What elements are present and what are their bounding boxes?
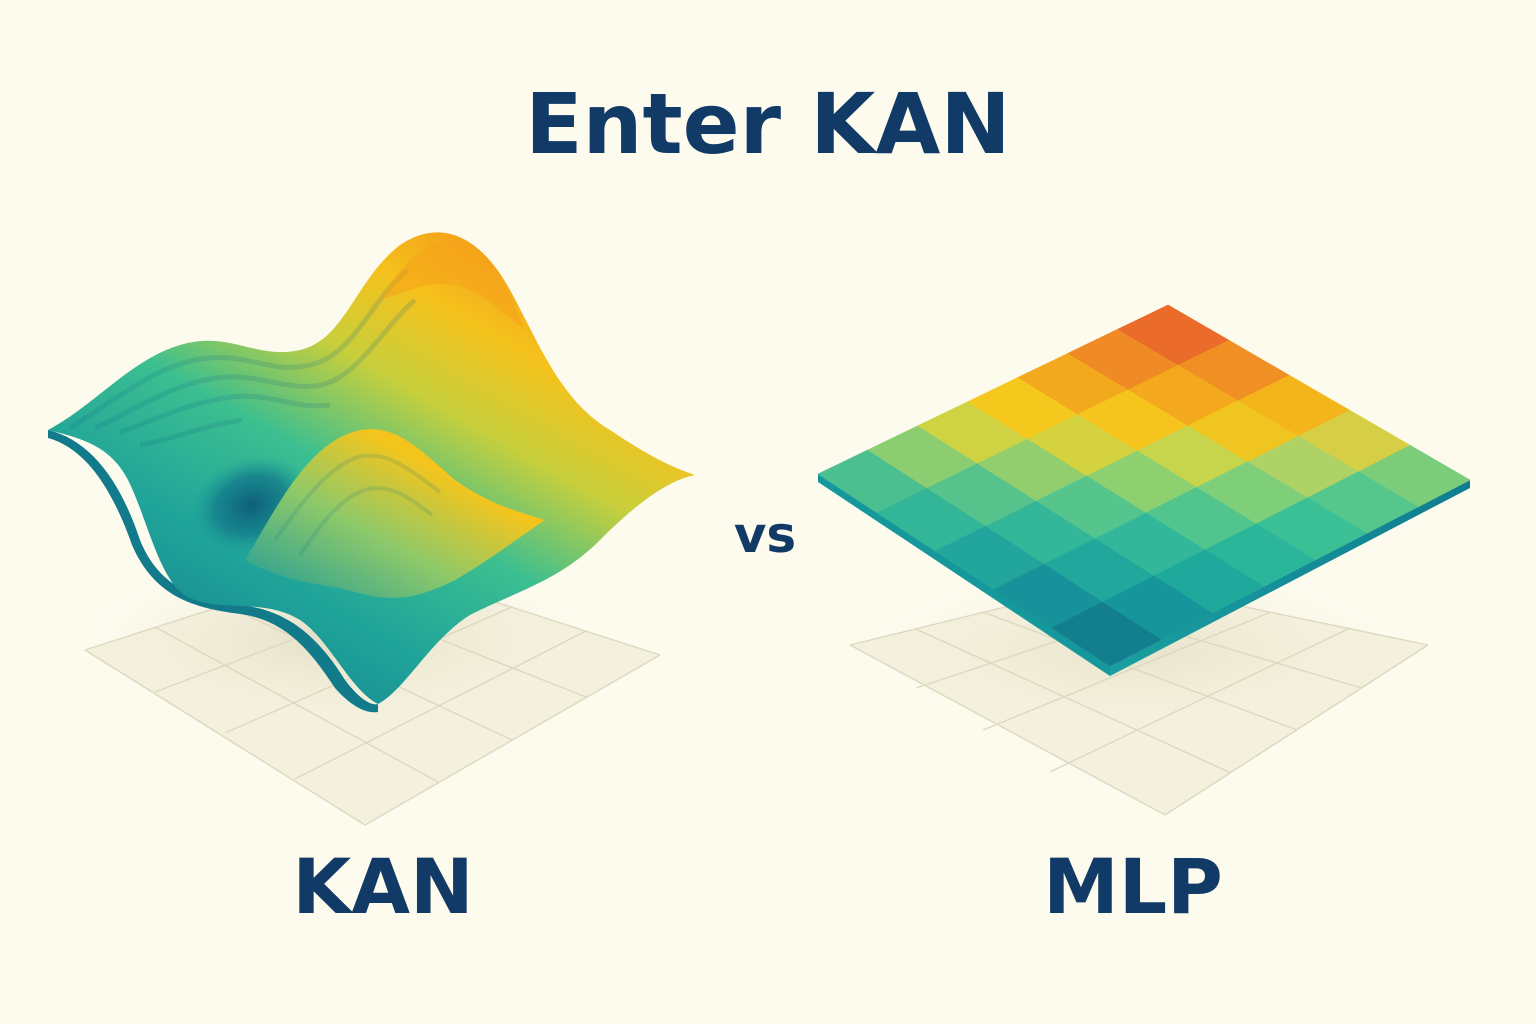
mlp-slab-left-edge <box>818 474 1110 676</box>
mlp-label: MLP <box>1043 842 1223 931</box>
page-title: Enter KAN <box>525 75 1011 173</box>
mlp-grid-cells <box>817 304 1471 667</box>
kan-surface <box>48 232 695 713</box>
kan-label: KAN <box>292 842 474 931</box>
mlp-slab-right-edge <box>1110 480 1470 676</box>
vs-label: vs <box>733 506 797 564</box>
mlp-surface <box>817 304 1471 676</box>
mlp-grid-cell <box>1117 304 1230 365</box>
